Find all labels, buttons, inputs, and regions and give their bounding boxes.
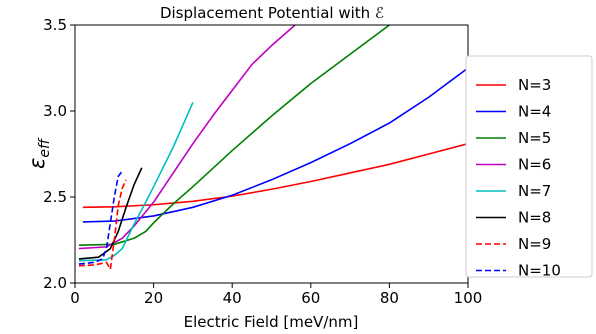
plot-frame <box>74 24 469 284</box>
legend-label: N=9 <box>518 235 551 253</box>
legend: N=3 N=4 N=5 N=6 N=7 N=8 N=9 N=10 <box>465 55 593 280</box>
x-axis: 0 20 40 60 80 100 <box>70 283 482 307</box>
y-tick-label: 2.5 <box>43 188 67 206</box>
y-tick-label: 3.5 <box>43 16 67 34</box>
legend-label: N=5 <box>518 129 551 147</box>
legend-label: N=3 <box>518 76 551 94</box>
x-axis-label: Electric Field [meV/nm] <box>184 313 359 331</box>
chart-title: Displacement Potential with ℰ <box>160 4 384 22</box>
series-line-n5 <box>78 25 390 246</box>
legend-label: N=10 <box>518 262 561 280</box>
series-line-n9 <box>78 179 127 271</box>
y-axis-label-main: ε <box>25 158 49 169</box>
legend-label: N=8 <box>518 209 551 227</box>
x-tick-label: 0 <box>70 289 80 307</box>
series-line-n4 <box>82 67 468 223</box>
legend-label: N=4 <box>518 103 551 121</box>
series-line-n6 <box>78 25 296 250</box>
x-tick-label: 20 <box>144 289 163 307</box>
series-line-n8 <box>78 167 143 260</box>
series-line-n3 <box>82 142 468 209</box>
y-axis-label: εeff <box>25 137 53 169</box>
legend-label: N=7 <box>518 182 551 200</box>
series-line-n10 <box>78 170 123 265</box>
y-axis: 2.0 2.5 3.0 3.5 <box>43 16 75 292</box>
y-tick-label: 3.0 <box>43 102 67 120</box>
x-tick-label: 60 <box>301 289 320 307</box>
x-tick-label: 100 <box>454 289 483 307</box>
series-line-n7 <box>78 102 194 262</box>
legend-label: N=6 <box>518 156 551 174</box>
x-tick-label: 80 <box>380 289 399 307</box>
x-tick-label: 40 <box>223 289 242 307</box>
series-layer <box>78 25 468 271</box>
y-axis-label-sub: eff <box>37 137 53 158</box>
y-tick-label: 2.0 <box>43 274 67 292</box>
